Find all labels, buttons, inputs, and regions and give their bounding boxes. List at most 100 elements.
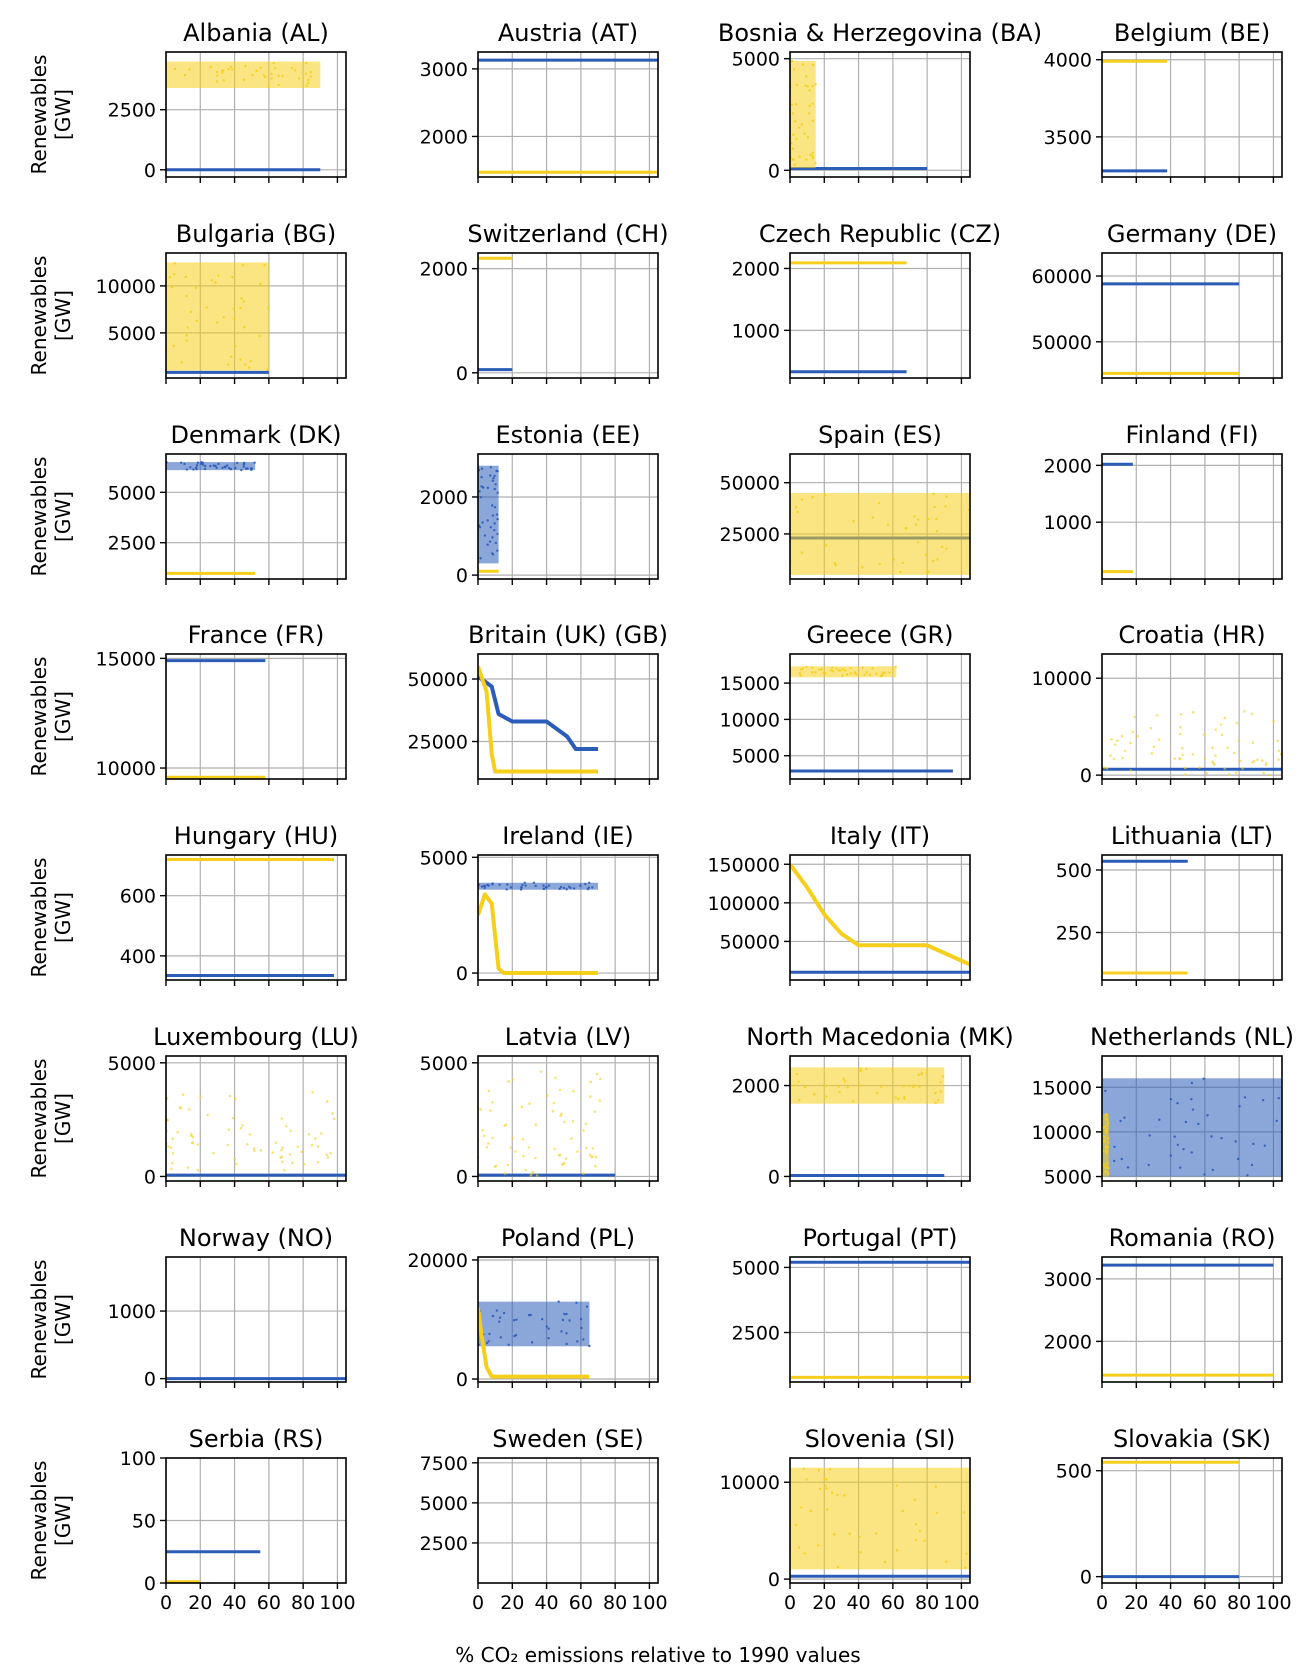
data-point-yellow [582,1172,585,1175]
x-tick-label: 20 [1124,1592,1148,1614]
data-point-yellow [846,673,849,676]
axes-frame [789,1055,971,1182]
subplot: 0 20 40 60 80 100 0 10000 Slovenia (SI) [720,1425,980,1614]
data-point-yellow [1116,739,1119,742]
data-point-yellow [231,275,234,279]
data-layer [790,1467,970,1578]
data-point-yellow [183,73,187,77]
data-point-yellow [836,1565,840,1569]
data-layer [478,1300,591,1379]
data-point-blue [488,1332,491,1336]
data-point-yellow [534,1123,538,1126]
data-point-yellow [233,1097,237,1101]
data-point-yellow [1155,713,1159,717]
data-point-yellow [205,306,209,309]
data-point-yellow [936,558,939,561]
data-point-blue [491,479,495,483]
data-point-blue [215,466,218,470]
data-point-blue [1246,1174,1249,1177]
axes-frame [165,653,347,780]
data-point-yellow [509,1146,513,1149]
data-point-yellow [826,1508,829,1511]
data-point-yellow [811,152,814,155]
data-point-yellow [313,1137,317,1140]
data-point-blue [491,883,494,886]
data-point-yellow [936,1099,940,1102]
data-point-blue [192,468,195,471]
y-tick-label: 100000 [707,893,780,915]
data-point-yellow [212,1151,215,1155]
data-point-blue [585,1305,589,1308]
data-point-yellow [1214,754,1217,757]
data-point-yellow [824,1484,827,1488]
data-point-blue [498,883,501,886]
data-point-blue [1190,1151,1193,1154]
data-point-blue [486,519,489,522]
y-tick-label: 50000 [720,931,780,953]
y-axis-label: Renewables [27,256,51,376]
data-point-blue [513,1318,516,1322]
data-layer [478,665,598,774]
data-point-blue [586,887,590,891]
data-point-yellow [271,1151,275,1154]
data-point-yellow [303,1162,306,1166]
data-point-yellow [834,563,837,567]
data-point-yellow [297,77,301,80]
data-point-yellow [487,1142,490,1145]
data-point-yellow [805,158,808,161]
data-point-yellow [811,496,814,499]
data-point-yellow [811,84,814,88]
y-tick-label: 5000 [108,482,156,504]
data-point-yellow [824,544,828,547]
y-axis-label: Renewables [27,55,51,175]
data-point-yellow [263,263,266,267]
data-point-blue [524,884,527,887]
data-layer [1102,859,1188,975]
axes-frame [477,1055,659,1182]
x-tick-label: 80 [291,1592,315,1614]
data-point-yellow [221,69,224,72]
data-point-yellow [865,671,869,674]
data-point-yellow [571,1119,575,1123]
data-point-blue [507,1343,510,1347]
subplot-title: Germany (DE) [1107,220,1277,248]
x-tick-label: 40 [846,1592,870,1614]
subplot: 5000 10000 15000 Greece (GR) [720,621,971,785]
data-point-yellow [823,493,827,497]
data-point-blue [493,487,496,491]
data-point-yellow [1129,741,1133,745]
data-point-blue [481,486,485,489]
data-point-yellow [280,1148,283,1152]
data-point-yellow [181,1093,185,1096]
data-point-yellow [1112,757,1116,761]
data-point-blue [480,467,484,470]
data-point-blue [523,881,526,885]
data-point-yellow [227,363,230,366]
data-point-yellow [196,1143,200,1146]
data-layer [1102,59,1168,173]
data-point-blue [496,532,499,536]
data-point-yellow [244,363,247,366]
data-point-yellow [801,667,805,670]
y-tick-label: 0 [144,1166,156,1188]
data-point-yellow [1106,1162,1109,1165]
data-point-yellow [229,355,233,358]
data-point-yellow [861,566,864,569]
y-tick-label: 1000 [732,320,780,342]
data-point-yellow [279,1156,282,1160]
data-point-yellow [808,104,811,108]
data-point-blue [486,543,489,546]
y-tick-label: 3000 [420,59,468,81]
data-point-yellow [171,1152,175,1155]
data-point-yellow [912,1085,915,1089]
y-axis-unit: [GW] [51,1495,75,1546]
data-point-blue [496,491,499,494]
data-point-yellow [305,61,308,65]
data-point-yellow [1241,767,1244,770]
data-point-blue [195,464,199,467]
y-tick-label: 0 [144,160,156,182]
y-tick-label: 5000 [732,49,780,71]
